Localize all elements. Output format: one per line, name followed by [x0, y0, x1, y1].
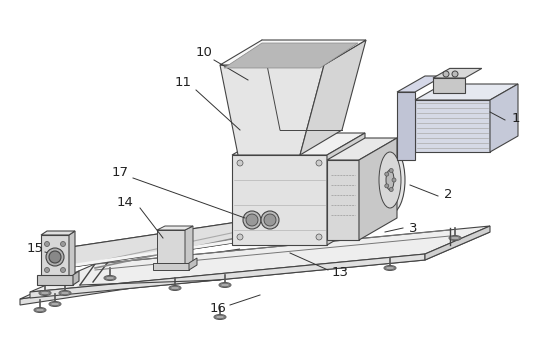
Circle shape: [237, 234, 243, 240]
Text: 15: 15: [27, 241, 43, 255]
Polygon shape: [327, 138, 397, 160]
Circle shape: [246, 214, 258, 226]
Polygon shape: [37, 275, 73, 285]
Circle shape: [385, 184, 389, 188]
Polygon shape: [415, 84, 518, 100]
Polygon shape: [224, 43, 358, 68]
Polygon shape: [415, 100, 490, 152]
Polygon shape: [30, 254, 425, 298]
Polygon shape: [64, 215, 286, 268]
Circle shape: [237, 160, 243, 166]
Circle shape: [389, 188, 393, 191]
Circle shape: [264, 214, 276, 226]
Ellipse shape: [104, 275, 116, 281]
Polygon shape: [73, 271, 79, 285]
Text: 3: 3: [409, 222, 417, 235]
Ellipse shape: [106, 276, 114, 280]
Circle shape: [46, 248, 64, 266]
Ellipse shape: [169, 285, 181, 291]
Ellipse shape: [386, 266, 395, 270]
Ellipse shape: [379, 152, 401, 208]
Circle shape: [385, 172, 389, 176]
Circle shape: [44, 268, 50, 272]
Polygon shape: [386, 150, 395, 210]
Ellipse shape: [219, 283, 231, 287]
Polygon shape: [20, 274, 185, 305]
Polygon shape: [157, 226, 193, 230]
Ellipse shape: [59, 291, 71, 296]
Polygon shape: [397, 92, 415, 160]
Ellipse shape: [41, 291, 50, 295]
Ellipse shape: [214, 315, 226, 319]
Circle shape: [452, 71, 458, 77]
Polygon shape: [433, 68, 482, 78]
Circle shape: [49, 251, 61, 263]
Polygon shape: [300, 40, 366, 155]
Polygon shape: [220, 65, 324, 155]
Polygon shape: [185, 226, 193, 266]
Polygon shape: [41, 235, 69, 279]
Polygon shape: [30, 232, 490, 298]
Ellipse shape: [449, 236, 461, 240]
Text: 11: 11: [175, 75, 192, 88]
Polygon shape: [153, 263, 189, 270]
Polygon shape: [30, 226, 490, 292]
Ellipse shape: [60, 291, 69, 295]
Ellipse shape: [170, 286, 179, 290]
Circle shape: [243, 211, 261, 229]
Polygon shape: [397, 76, 443, 92]
Circle shape: [261, 211, 279, 229]
Circle shape: [392, 178, 396, 182]
Polygon shape: [490, 84, 518, 152]
Polygon shape: [327, 160, 359, 240]
Circle shape: [60, 241, 66, 247]
Ellipse shape: [39, 291, 51, 296]
Polygon shape: [232, 133, 365, 155]
Polygon shape: [69, 231, 75, 279]
Ellipse shape: [51, 302, 59, 306]
Ellipse shape: [375, 146, 405, 214]
Circle shape: [443, 71, 449, 77]
Polygon shape: [327, 133, 365, 245]
Polygon shape: [220, 40, 366, 65]
Circle shape: [60, 268, 66, 272]
Ellipse shape: [34, 308, 46, 312]
Ellipse shape: [451, 236, 459, 240]
Polygon shape: [20, 249, 240, 299]
Ellipse shape: [49, 301, 61, 307]
Text: 14: 14: [116, 196, 134, 209]
Polygon shape: [425, 226, 490, 260]
Circle shape: [316, 234, 322, 240]
Circle shape: [389, 168, 393, 173]
Polygon shape: [66, 232, 286, 268]
Circle shape: [316, 160, 322, 166]
Polygon shape: [157, 230, 185, 266]
Polygon shape: [433, 78, 465, 93]
Polygon shape: [232, 155, 327, 245]
Polygon shape: [359, 138, 397, 240]
Polygon shape: [41, 231, 75, 235]
Ellipse shape: [35, 308, 44, 312]
Ellipse shape: [384, 265, 396, 271]
Ellipse shape: [221, 283, 230, 287]
Text: 10: 10: [195, 46, 213, 59]
Ellipse shape: [386, 170, 394, 190]
Text: 17: 17: [112, 166, 129, 178]
Text: 16: 16: [209, 301, 226, 315]
Text: 1: 1: [512, 111, 520, 125]
Text: 2: 2: [444, 189, 452, 201]
Circle shape: [44, 241, 50, 247]
Text: 13: 13: [332, 265, 349, 279]
Polygon shape: [189, 258, 197, 270]
Ellipse shape: [216, 315, 224, 319]
Ellipse shape: [61, 248, 68, 268]
